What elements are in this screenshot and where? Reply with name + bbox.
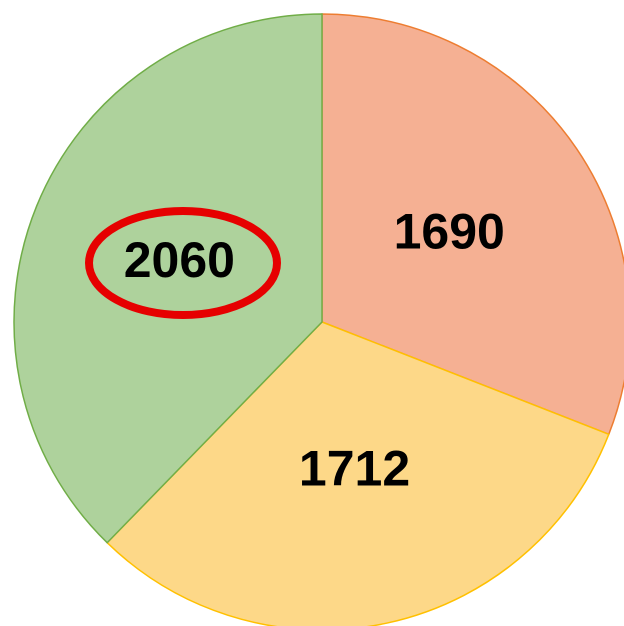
highlight-ellipse xyxy=(85,207,281,319)
pie-slice xyxy=(106,321,610,626)
slice-label: 2060 xyxy=(124,232,235,288)
slice-label: 1690 xyxy=(394,203,505,259)
pie-slice xyxy=(321,13,624,436)
pie-slice xyxy=(13,13,323,544)
labels: 1690 1712 2060 xyxy=(124,203,505,496)
slice-label: 1712 xyxy=(299,441,410,497)
slices xyxy=(13,13,624,626)
